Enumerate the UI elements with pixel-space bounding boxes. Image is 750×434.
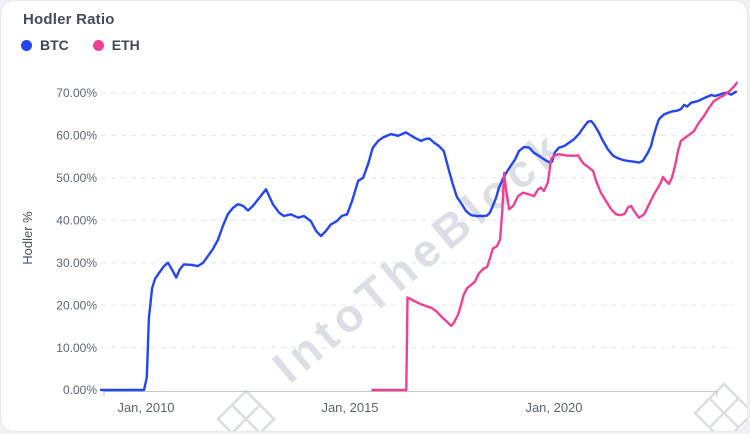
y-tick-label-50: 50.00% bbox=[56, 171, 97, 185]
eth-series-dot-icon bbox=[92, 39, 104, 51]
y-tick-label-20: 20.00% bbox=[56, 298, 97, 312]
btc-line[interactable] bbox=[99, 90, 738, 392]
intotheblock-logo-icon bbox=[216, 389, 276, 431]
y-tick-label-60: 60.00% bbox=[56, 129, 97, 143]
chart-title: Hodler Ratio bbox=[23, 11, 115, 28]
x-tick-label-2010: Jan, 2010 bbox=[117, 400, 174, 415]
legend-label-btc: BTC bbox=[40, 37, 69, 53]
series-lines bbox=[99, 81, 738, 392]
legend-label-eth: ETH bbox=[111, 37, 140, 53]
x-axis-tick-labels: Jan, 2010 Jan, 2015 Jan, 2020 bbox=[117, 400, 582, 415]
gridlines bbox=[101, 92, 734, 349]
y-tick-label-40: 40.00% bbox=[56, 214, 97, 228]
y-tick-label-10: 10.00% bbox=[56, 341, 97, 355]
legend-item-eth[interactable]: ETH bbox=[92, 37, 140, 53]
x-tick-label-2020: Jan, 2020 bbox=[525, 400, 582, 415]
watermark-text: IntoTheBlock bbox=[263, 119, 575, 392]
y-axis-tick-labels: 0.00% 10.00% 20.00% 30.00% 40.00% 50.00% 60.00… bbox=[56, 86, 97, 397]
y-tick-label-70: 70.00% bbox=[56, 86, 97, 100]
intotheblock-logo-icon bbox=[693, 382, 747, 431]
x-axis-baseline bbox=[103, 391, 718, 397]
legend: BTC ETH bbox=[21, 37, 140, 53]
y-tick-label-0: 0.00% bbox=[63, 383, 97, 397]
y-axis-title: Hodler % bbox=[20, 211, 35, 265]
eth-line[interactable] bbox=[371, 81, 738, 392]
btc-series-dot-icon bbox=[21, 39, 32, 51]
y-tick-label-30: 30.00% bbox=[56, 256, 97, 270]
intotheblock-watermark: IntoTheBlock bbox=[216, 119, 747, 431]
x-axis-line bbox=[103, 391, 718, 397]
legend-item-btc[interactable]: BTC bbox=[21, 37, 69, 53]
x-tick-label-2015: Jan, 2015 bbox=[321, 400, 378, 415]
